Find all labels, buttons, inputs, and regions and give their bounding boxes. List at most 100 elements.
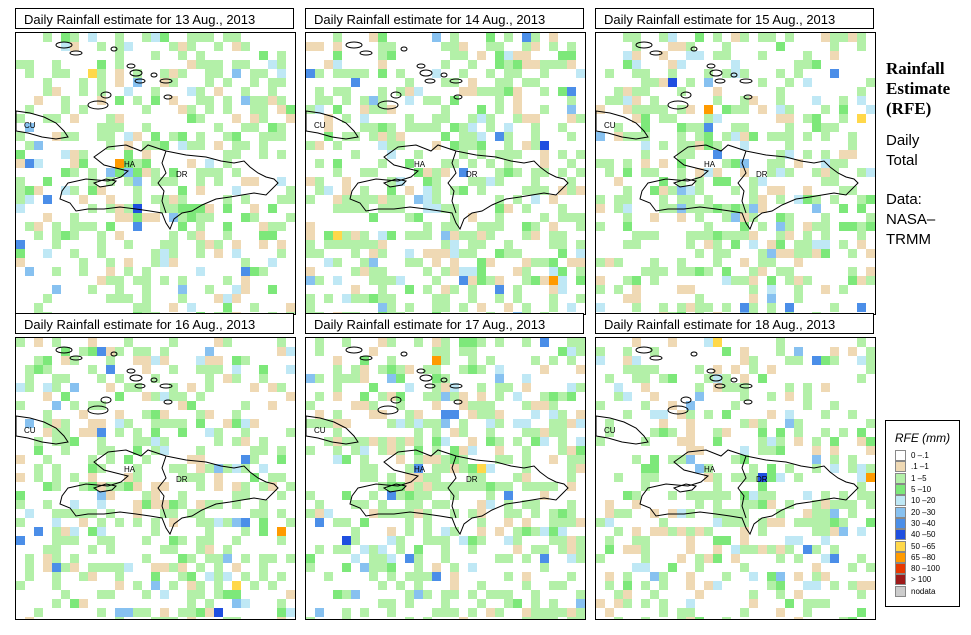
bahamas-island	[345, 41, 363, 49]
rainfall-cell	[241, 60, 250, 69]
rainfall-cell	[378, 231, 387, 240]
rainfall-cell	[704, 168, 713, 177]
rainfall-cell	[142, 33, 151, 42]
rainfall-cell	[866, 446, 875, 455]
rainfall-cell	[34, 141, 43, 150]
rainfall-cell	[432, 338, 441, 347]
rainfall-cell	[558, 437, 567, 446]
country-label: HA	[124, 465, 136, 474]
rainfall-cell	[70, 599, 79, 608]
rainfall-cell	[785, 222, 794, 231]
rainfall-cell	[596, 401, 605, 410]
rainfall-cell	[468, 365, 477, 374]
rainfall-cell	[351, 554, 360, 563]
rainfall-cell	[650, 186, 659, 195]
rainfall-cell	[223, 150, 232, 159]
rainfall-cell	[459, 365, 468, 374]
rainfall-cell	[333, 42, 342, 51]
rainfall-cell	[549, 518, 558, 527]
rainfall-cell	[387, 527, 396, 536]
bahamas-island	[126, 368, 136, 374]
rainfall-cell	[857, 437, 866, 446]
rainfall-cell	[61, 96, 70, 105]
rainfall-cell	[97, 186, 106, 195]
rainfall-cell	[722, 132, 731, 141]
rainfall-cell	[268, 132, 277, 141]
rainfall-cell	[450, 123, 459, 132]
rainfall-cell	[659, 572, 668, 581]
rainfall-cell	[821, 599, 830, 608]
rainfall-cell	[333, 168, 342, 177]
country-label: DR	[466, 475, 478, 484]
rainfall-cell	[187, 473, 196, 482]
rainfall-cell	[713, 168, 722, 177]
rainfall-cell	[767, 437, 776, 446]
country-label: CU	[604, 121, 616, 130]
rainfall-cell	[668, 401, 677, 410]
rainfall-cell	[857, 276, 866, 285]
rainfall-cell	[576, 186, 585, 195]
rainfall-cell	[52, 222, 61, 231]
rainfall-cell	[866, 419, 875, 428]
rainfall-cell	[306, 276, 315, 285]
rainfall-cell	[79, 509, 88, 518]
rainfall-cell	[605, 509, 614, 518]
rainfall-cell	[450, 491, 459, 500]
rainfall-cell	[259, 365, 268, 374]
rainfall-cell	[25, 141, 34, 150]
rainfall-cell	[495, 105, 504, 114]
rainfall-cell	[16, 536, 25, 545]
rainfall-cell	[405, 285, 414, 294]
rainfall-cell	[169, 563, 178, 572]
rainfall-cell	[830, 518, 839, 527]
rainfall-cell	[259, 105, 268, 114]
rainfall-cell	[432, 608, 441, 617]
rainfall-cell	[133, 446, 142, 455]
rainfall-cell	[324, 114, 333, 123]
rainfall-cell	[722, 509, 731, 518]
rainfall-cell	[641, 105, 650, 114]
rainfall-cell	[812, 60, 821, 69]
rainfall-cell	[432, 392, 441, 401]
rainfall-cell	[342, 491, 351, 500]
rainfall-cell	[776, 608, 785, 617]
rainfall-cell	[486, 177, 495, 186]
rainfall-cell	[749, 213, 758, 222]
rainfall-cell	[477, 500, 486, 509]
rainfall-cell	[333, 428, 342, 437]
rainfall-cell	[857, 96, 866, 105]
rainfall-cell	[315, 518, 324, 527]
rainfall-cell	[623, 365, 632, 374]
rainfall-cell	[785, 536, 794, 545]
rainfall-cell	[232, 132, 241, 141]
rainfall-cell	[88, 545, 97, 554]
rainfall-cell	[549, 419, 558, 428]
rainfall-cell	[848, 33, 857, 42]
rainfall-cell	[477, 392, 486, 401]
rainfall-cell	[360, 608, 369, 617]
rainfall-cell	[450, 33, 459, 42]
rainfall-cell	[441, 267, 450, 276]
rainfall-cell	[324, 572, 333, 581]
rainfall-cell	[79, 78, 88, 87]
rainfall-cell	[576, 518, 585, 527]
rainfall-cell	[558, 608, 567, 617]
rainfall-cell	[830, 554, 839, 563]
rainfall-cell	[857, 608, 866, 617]
rainfall-cell	[342, 204, 351, 213]
rainfall-cell	[558, 87, 567, 96]
rainfall-cell	[97, 347, 106, 356]
rainfall-cell	[16, 249, 25, 258]
rainfall-cell	[97, 401, 106, 410]
bahamas-island	[649, 355, 663, 361]
rainfall-cell	[641, 617, 650, 619]
rainfall-cell	[623, 392, 632, 401]
bahamas-island	[163, 399, 173, 405]
rainfall-cell	[151, 213, 160, 222]
rainfall-cell	[115, 572, 124, 581]
rainfall-cell	[704, 240, 713, 249]
rainfall-cell	[632, 294, 641, 303]
legend-swatch	[895, 495, 906, 507]
rainfall-cell	[686, 410, 695, 419]
rainfall-cell	[596, 258, 605, 267]
